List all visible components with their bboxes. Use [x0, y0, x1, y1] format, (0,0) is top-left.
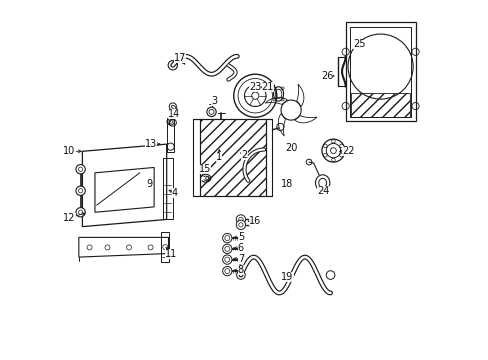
Text: 24: 24	[317, 186, 329, 196]
Text: 12: 12	[63, 213, 76, 222]
Text: 4: 4	[171, 188, 177, 198]
Text: 17: 17	[173, 53, 186, 63]
Text: 23: 23	[248, 82, 261, 92]
Text: 20: 20	[285, 143, 297, 153]
Circle shape	[76, 208, 85, 217]
Circle shape	[76, 186, 85, 195]
Circle shape	[76, 165, 85, 174]
Text: 21: 21	[261, 82, 273, 92]
Text: 5: 5	[237, 232, 244, 242]
Circle shape	[206, 107, 216, 117]
Text: 25: 25	[352, 39, 365, 49]
Text: 11: 11	[164, 248, 177, 258]
Text: 9: 9	[146, 179, 152, 189]
Text: 1: 1	[216, 152, 222, 162]
Circle shape	[222, 266, 231, 276]
Text: 2: 2	[241, 150, 247, 160]
Circle shape	[222, 244, 231, 253]
Circle shape	[222, 255, 231, 264]
Circle shape	[222, 233, 231, 243]
Text: 3: 3	[210, 96, 217, 106]
Text: 26: 26	[320, 71, 332, 81]
Text: 15: 15	[199, 164, 211, 174]
Text: 18: 18	[281, 179, 293, 189]
Circle shape	[236, 215, 245, 224]
Text: 10: 10	[63, 146, 76, 156]
Text: 6: 6	[237, 243, 244, 253]
Text: 19: 19	[281, 272, 293, 282]
Text: 13: 13	[145, 139, 157, 149]
Circle shape	[236, 220, 245, 229]
Text: 7: 7	[237, 254, 244, 264]
Text: 16: 16	[248, 216, 261, 226]
Text: 14: 14	[168, 109, 181, 119]
Text: 22: 22	[342, 146, 354, 156]
Polygon shape	[199, 119, 265, 196]
Text: 8: 8	[237, 265, 244, 275]
